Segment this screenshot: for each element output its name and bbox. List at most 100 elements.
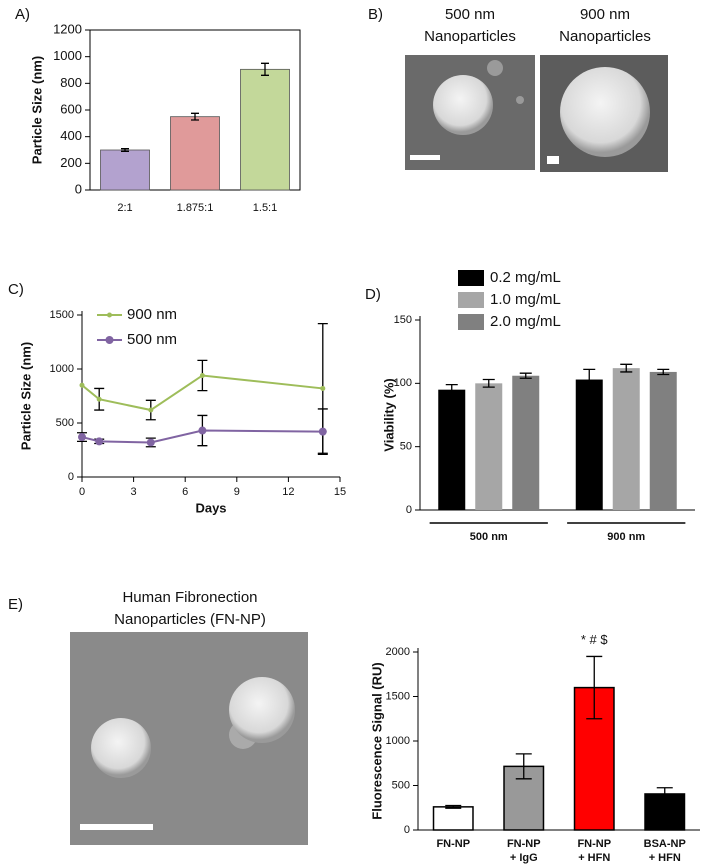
x-tick-label: 1.5:1 xyxy=(253,202,277,214)
x-tick-label: 9 xyxy=(234,486,240,498)
bar xyxy=(612,368,640,510)
error-bar xyxy=(482,378,495,388)
point xyxy=(95,437,104,446)
panel-label: D) xyxy=(365,286,381,303)
image-caption: Nanoparticles (FN-NP) xyxy=(114,611,266,628)
bar xyxy=(432,806,474,831)
point xyxy=(96,396,102,402)
legend-marker xyxy=(105,336,114,344)
image-caption: 900 nm xyxy=(580,6,630,23)
annotation: * # $ xyxy=(581,632,609,647)
error-bar xyxy=(657,368,670,376)
y-tick-label: 600 xyxy=(60,101,82,116)
x-tick-label: 0 xyxy=(79,486,85,498)
error-bar xyxy=(121,148,129,152)
x-tick-label: 3 xyxy=(131,486,137,498)
image-caption: Nanoparticles xyxy=(424,28,516,45)
bar xyxy=(170,116,220,191)
image-caption: Nanoparticles xyxy=(559,28,651,45)
point xyxy=(148,407,154,413)
bar xyxy=(475,383,503,510)
x-tick-label: + IgG xyxy=(510,852,538,864)
x-tick-label: 500 nm xyxy=(470,531,508,543)
y-tick-label: 0 xyxy=(404,824,410,836)
bar xyxy=(575,379,603,510)
y-tick-label: 100 xyxy=(394,377,412,389)
y-tick-label: 2000 xyxy=(386,646,410,658)
error-bar xyxy=(620,363,633,373)
legend-label: 0.2 mg/mL xyxy=(490,269,561,286)
y-tick-label: 1000 xyxy=(53,48,82,63)
sem-image xyxy=(70,632,308,845)
y-tick-label: 400 xyxy=(60,128,82,143)
y-axis-title: Viability (%) xyxy=(381,378,396,451)
x-tick-label: + HFN xyxy=(578,852,610,864)
legend-marker xyxy=(107,312,112,318)
x-tick-label: 2:1 xyxy=(117,202,132,214)
error-bar xyxy=(519,372,532,379)
panel-label: B) xyxy=(368,6,383,23)
bar xyxy=(438,389,466,510)
y-tick-label: 500 xyxy=(56,417,74,429)
error-bar xyxy=(656,787,673,801)
y-tick-label: 1200 xyxy=(53,21,82,36)
sem-image xyxy=(540,55,668,172)
legend-label: 500 nm xyxy=(127,331,177,348)
x-axis-title: Days xyxy=(195,500,226,515)
y-tick-label: 800 xyxy=(60,75,82,90)
point xyxy=(198,426,207,435)
x-tick-label: + HFN xyxy=(649,852,681,864)
x-tick-label: FN-NP xyxy=(436,838,470,850)
error-bar xyxy=(445,383,458,396)
panel-label: A) xyxy=(15,6,30,23)
point xyxy=(79,382,85,388)
y-axis-title: Particle Size (nm) xyxy=(29,56,44,164)
x-tick-label: 6 xyxy=(182,486,188,498)
point xyxy=(78,433,86,442)
y-axis-title: Particle Size (nm) xyxy=(18,342,33,450)
legend-swatch xyxy=(458,292,484,308)
y-tick-label: 150 xyxy=(394,314,412,326)
y-tick-label: 0 xyxy=(68,471,74,483)
point xyxy=(320,385,326,391)
y-tick-label: 50 xyxy=(400,441,412,453)
panel-label: E) xyxy=(8,596,23,613)
y-tick-label: 200 xyxy=(60,155,82,170)
x-tick-label: 12 xyxy=(282,486,294,498)
y-tick-label: 0 xyxy=(406,504,412,516)
error-bar xyxy=(191,112,199,121)
y-tick-label: 1000 xyxy=(386,735,410,747)
bar xyxy=(503,765,545,831)
sem-image xyxy=(405,55,535,170)
y-tick-label: 1500 xyxy=(386,690,410,702)
legend-swatch xyxy=(458,314,484,330)
legend-swatch xyxy=(458,270,484,286)
bar xyxy=(240,68,290,191)
y-axis-title: Fluorescence Signal (RU) xyxy=(369,662,384,819)
y-tick-label: 1500 xyxy=(50,309,74,321)
y-tick-label: 1000 xyxy=(50,363,74,375)
point xyxy=(199,372,205,378)
point xyxy=(146,438,155,447)
bar xyxy=(649,371,677,510)
error-bar xyxy=(445,804,462,809)
error-bar xyxy=(586,655,603,720)
bar xyxy=(512,375,540,510)
error-bar xyxy=(583,368,596,391)
y-tick-label: 500 xyxy=(392,779,410,791)
x-tick-label: 1.875:1 xyxy=(177,202,214,214)
point xyxy=(318,427,327,436)
x-tick-label: FN-NP xyxy=(577,838,611,850)
legend-label: 2.0 mg/mL xyxy=(490,313,561,330)
legend-label: 900 nm xyxy=(127,306,177,323)
panel-label: C) xyxy=(8,281,24,298)
bar xyxy=(100,149,150,191)
x-tick-label: FN-NP xyxy=(507,838,541,850)
image-caption: 500 nm xyxy=(445,6,495,23)
legend-label: 1.0 mg/mL xyxy=(490,291,561,308)
error-bar xyxy=(261,62,269,76)
y-tick-label: 0 xyxy=(75,181,82,196)
x-tick-label: BSA-NP xyxy=(644,838,686,850)
image-caption: Human Fibronection xyxy=(122,589,257,606)
